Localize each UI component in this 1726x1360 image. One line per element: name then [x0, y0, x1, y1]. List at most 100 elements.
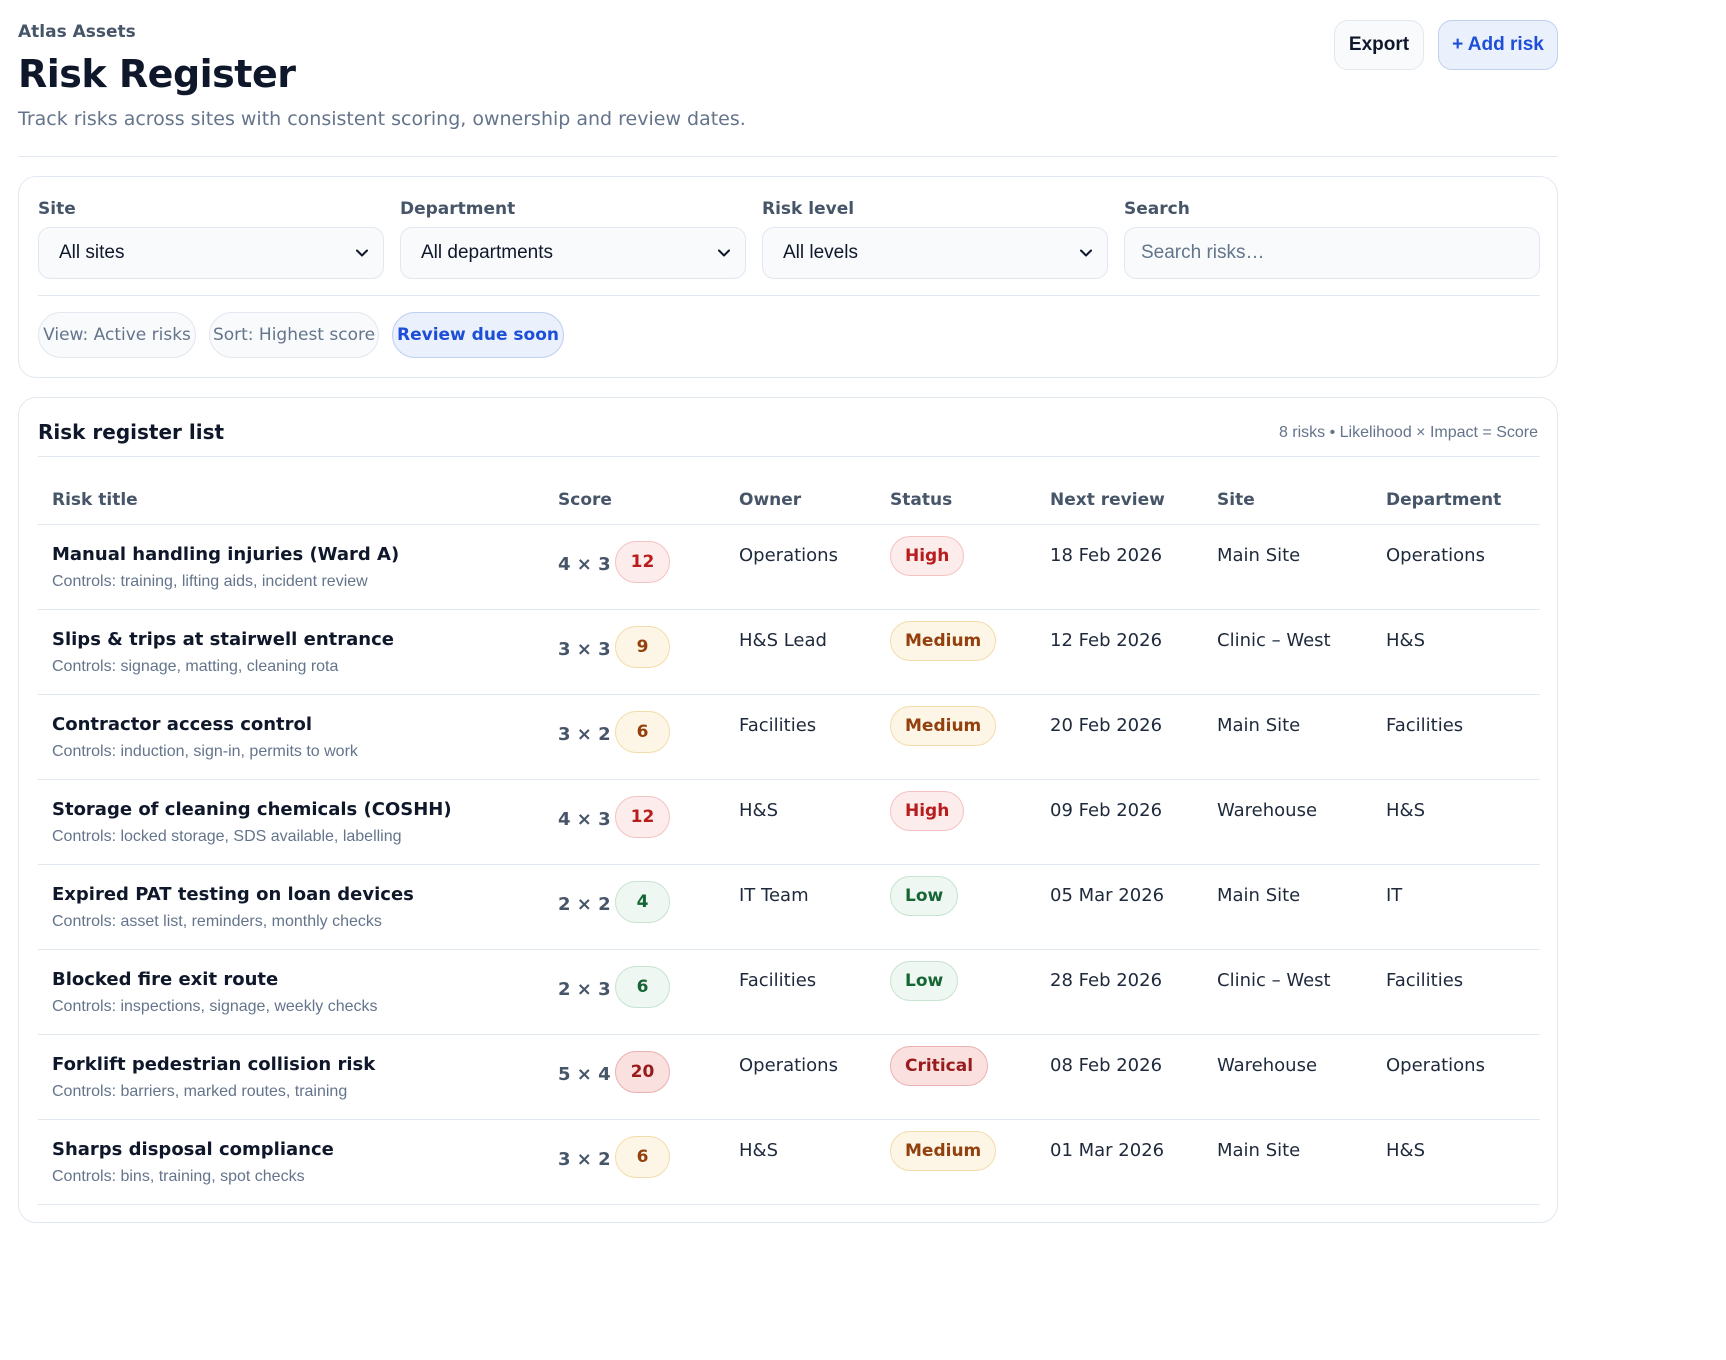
- status-badge: Medium: [890, 1131, 997, 1171]
- owner-cell: Facilities: [739, 715, 817, 736]
- site-cell: Main Site: [1217, 1140, 1301, 1161]
- site-cell: Warehouse: [1217, 1055, 1318, 1076]
- status-badge: High: [890, 536, 965, 576]
- col-status[interactable]: Status: [890, 490, 953, 510]
- table-row[interactable]: Manual handling injuries (Ward A) Control…: [38, 525, 1540, 610]
- risk-controls: Controls: bins, training, spot checks: [52, 1168, 305, 1185]
- next-review-cell: 09 Feb 2026: [1050, 800, 1163, 821]
- table-row[interactable]: Storage of cleaning chemicals (COSHH) Con…: [38, 780, 1540, 865]
- status-badge: High: [890, 791, 965, 831]
- search-filter-label: Search: [1124, 199, 1190, 219]
- owner-cell: H&S Lead: [739, 630, 827, 651]
- risk-title[interactable]: Forklift pedestrian collision risk: [52, 1054, 376, 1075]
- risk-title[interactable]: Contractor access control: [52, 714, 313, 735]
- col-owner[interactable]: Owner: [739, 490, 802, 510]
- department-cell: H&S: [1386, 1140, 1425, 1161]
- risk-controls: Controls: induction, sign-in, permits to…: [52, 743, 358, 760]
- risk-title[interactable]: Manual handling injuries (Ward A): [52, 544, 400, 565]
- search-input[interactable]: [1124, 227, 1540, 279]
- likelihood-impact: 3 × 2: [558, 1149, 611, 1170]
- col-risk-title[interactable]: Risk title: [52, 490, 138, 510]
- table-row[interactable]: Sharps disposal compliance Controls: bins…: [38, 1120, 1540, 1205]
- owner-cell: H&S: [739, 800, 778, 821]
- site-cell: Main Site: [1217, 715, 1301, 736]
- next-review-cell: 28 Feb 2026: [1050, 970, 1163, 991]
- list-title: Risk register list: [38, 420, 225, 444]
- department-cell: Operations: [1386, 1055, 1485, 1076]
- site-cell: Main Site: [1217, 545, 1301, 566]
- likelihood-impact: 3 × 2: [558, 724, 611, 745]
- risk-controls: Controls: barriers, marked routes, train…: [52, 1083, 348, 1100]
- owner-cell: Operations: [739, 1055, 838, 1076]
- score-badge: 4: [615, 881, 670, 923]
- list-meta: 8 risks • Likelihood × Impact = Score: [1278, 424, 1538, 441]
- score-badge: 6: [615, 966, 670, 1008]
- department-cell: IT: [1386, 885, 1403, 906]
- table-row[interactable]: Contractor access control Controls: induc…: [38, 695, 1540, 780]
- next-review-cell: 18 Feb 2026: [1050, 545, 1163, 566]
- site-select-value: All sites: [59, 242, 125, 263]
- add-risk-button[interactable]: + Add risk: [1438, 20, 1558, 70]
- site-cell: Clinic – West: [1217, 630, 1331, 651]
- likelihood-impact: 5 × 4: [558, 1064, 611, 1085]
- department-select-value: All departments: [421, 242, 554, 263]
- next-review-cell: 05 Mar 2026: [1050, 885, 1165, 906]
- chip-sort-score[interactable]: Sort: Highest score: [209, 312, 379, 358]
- department-cell: Facilities: [1386, 715, 1464, 736]
- export-button[interactable]: Export: [1334, 20, 1424, 70]
- risk-list-card: Risk register list 8 risks • Likelihood …: [18, 397, 1558, 1223]
- risk-level-select[interactable]: All levels: [762, 227, 1108, 279]
- likelihood-impact: 2 × 2: [558, 894, 611, 915]
- table-row[interactable]: Blocked fire exit route Controls: inspect…: [38, 950, 1540, 1035]
- score-badge: 6: [615, 1136, 670, 1178]
- score-badge: 12: [615, 541, 670, 583]
- risk-title[interactable]: Sharps disposal compliance: [52, 1139, 334, 1160]
- table-header-divider: [38, 524, 1540, 525]
- chevron-down-icon: [356, 249, 368, 257]
- site-filter-label: Site: [38, 199, 76, 219]
- risk-level-select-value: All levels: [783, 242, 858, 263]
- site-cell: Clinic – West: [1217, 970, 1331, 991]
- risk-level-filter-label: Risk level: [762, 199, 855, 219]
- col-score[interactable]: Score: [558, 490, 612, 510]
- risk-controls: Controls: inspections, signage, weekly c…: [52, 998, 378, 1015]
- next-review-cell: 01 Mar 2026: [1050, 1140, 1165, 1161]
- filters-card: Site All sites Department All department…: [18, 176, 1558, 378]
- risk-title[interactable]: Storage of cleaning chemicals (COSHH): [52, 799, 452, 820]
- col-next-review[interactable]: Next review: [1050, 490, 1165, 510]
- status-badge: Medium: [890, 621, 997, 661]
- department-cell: H&S: [1386, 800, 1425, 821]
- likelihood-impact: 4 × 3: [558, 809, 611, 830]
- risk-title[interactable]: Slips & trips at stairwell entrance: [52, 629, 394, 650]
- score-badge: 9: [615, 626, 670, 668]
- score-badge: 20: [615, 1051, 670, 1093]
- owner-cell: IT Team: [739, 885, 809, 906]
- status-badge: Low: [890, 876, 959, 916]
- status-badge: Low: [890, 961, 959, 1001]
- org-name: Atlas Assets: [18, 22, 136, 42]
- chip-view-active[interactable]: View: Active risks: [38, 312, 196, 358]
- col-site[interactable]: Site: [1217, 490, 1255, 510]
- table-row[interactable]: Forklift pedestrian collision risk Contro…: [38, 1035, 1540, 1120]
- score-badge: 6: [615, 711, 670, 753]
- likelihood-impact: 4 × 3: [558, 554, 611, 575]
- risk-controls: Controls: locked storage, SDS available,…: [52, 828, 402, 845]
- site-cell: Main Site: [1217, 885, 1301, 906]
- col-department[interactable]: Department: [1386, 490, 1502, 510]
- site-cell: Warehouse: [1217, 800, 1318, 821]
- site-select[interactable]: All sites: [38, 227, 384, 279]
- owner-cell: Facilities: [739, 970, 817, 991]
- next-review-cell: 12 Feb 2026: [1050, 630, 1163, 651]
- risk-title[interactable]: Blocked fire exit route: [52, 969, 279, 990]
- risk-controls: Controls: asset list, reminders, monthly…: [52, 913, 382, 930]
- chip-review-due[interactable]: Review due soon: [392, 312, 564, 358]
- risk-controls: Controls: signage, matting, cleaning rot…: [52, 658, 339, 675]
- likelihood-impact: 2 × 3: [558, 979, 611, 1000]
- chevron-down-icon: [1080, 249, 1092, 257]
- next-review-cell: 08 Feb 2026: [1050, 1055, 1163, 1076]
- table-row[interactable]: Slips & trips at stairwell entrance Contr…: [38, 610, 1540, 695]
- risk-title[interactable]: Expired PAT testing on loan devices: [52, 884, 414, 905]
- table-row[interactable]: Expired PAT testing on loan devices Contr…: [38, 865, 1540, 950]
- department-select[interactable]: All departments: [400, 227, 746, 279]
- owner-cell: Operations: [739, 545, 838, 566]
